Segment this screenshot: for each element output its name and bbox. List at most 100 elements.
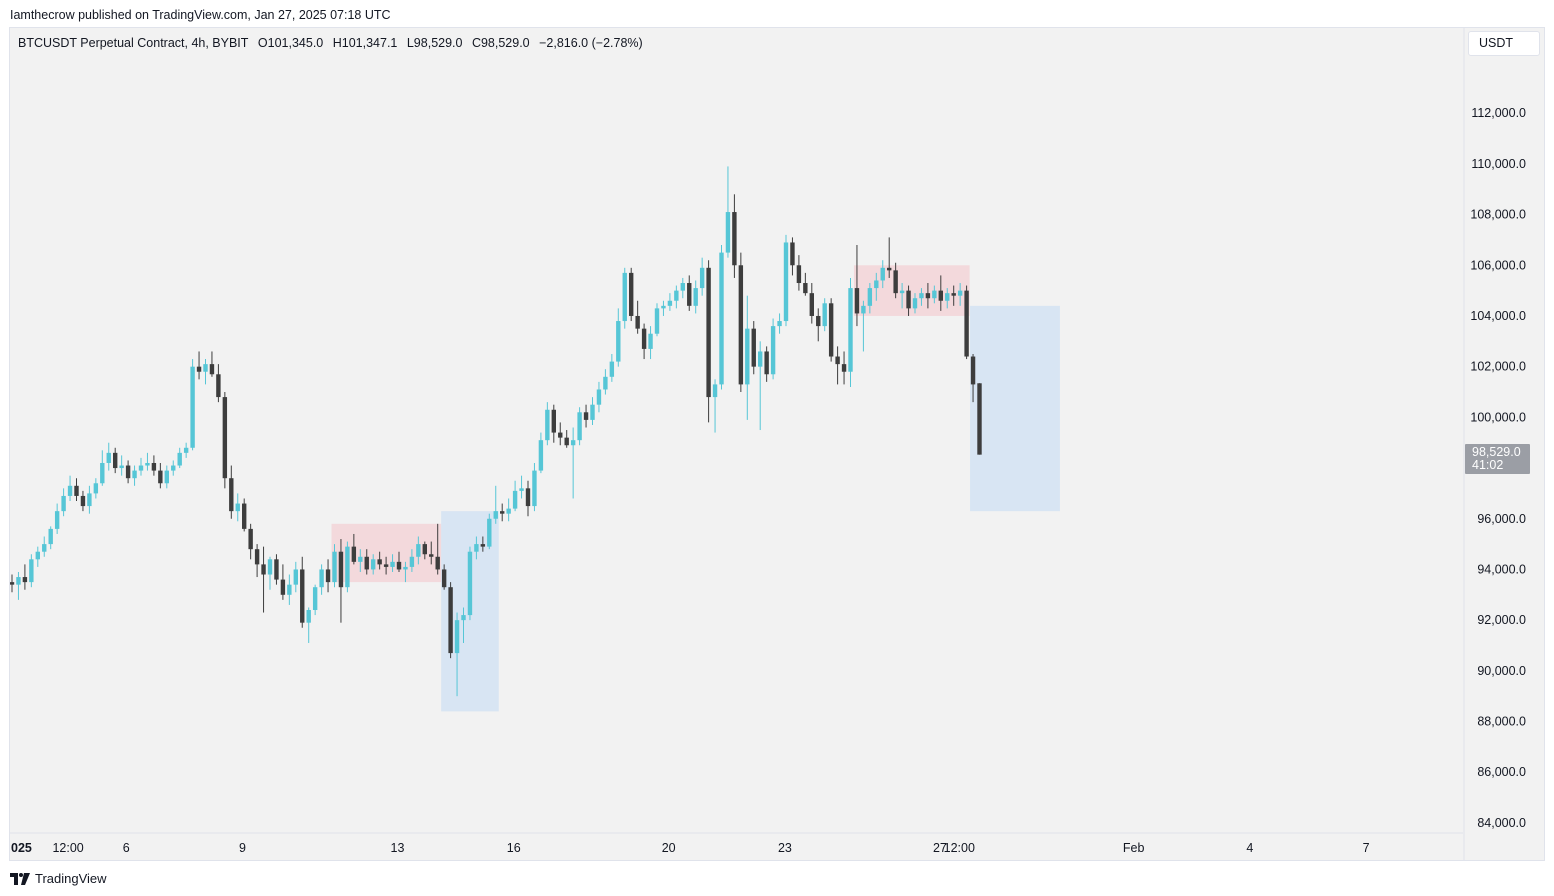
- time-tick-label: 7: [1363, 841, 1370, 855]
- candle: [841, 351, 847, 385]
- tradingview-logo[interactable]: TradingView: [10, 871, 107, 886]
- candle-body: [87, 493, 92, 507]
- candle: [158, 462, 163, 489]
- candle-body: [35, 551, 40, 560]
- candle-body: [203, 364, 208, 372]
- candle: [751, 321, 756, 375]
- candle: [764, 346, 769, 382]
- candle-body: [261, 564, 266, 575]
- candle-body: [629, 272, 634, 316]
- candle: [254, 544, 260, 578]
- ohlc-close: C98,529.0: [471, 36, 530, 50]
- candle-body: [119, 465, 124, 469]
- candle-body: [512, 490, 518, 509]
- symbol-name[interactable]: BTCUSDT Perpetual Contract, 4h, BYBIT: [18, 36, 249, 50]
- candles-layer: [10, 166, 982, 697]
- candle: [603, 369, 608, 395]
- time-tick-label: 12:00: [944, 841, 975, 855]
- candle-body: [764, 351, 769, 375]
- candle: [629, 267, 634, 322]
- candle-body: [964, 290, 969, 357]
- price-tick-label: 112,000.0: [1471, 106, 1526, 120]
- candle: [964, 285, 969, 360]
- ohlc-open: O101,345.0: [257, 36, 324, 50]
- time-tick-label: 12:00: [52, 841, 83, 855]
- candle: [506, 498, 511, 522]
- candle-body: [570, 440, 576, 446]
- candle: [132, 465, 137, 486]
- candle-body: [558, 432, 563, 438]
- candle: [667, 293, 673, 311]
- candle-body: [177, 452, 182, 466]
- candle: [848, 277, 853, 387]
- candle: [474, 536, 479, 560]
- candle-body: [190, 366, 195, 448]
- time-tick-label: 025: [11, 841, 32, 855]
- candle-body: [480, 544, 486, 547]
- candle: [609, 353, 615, 382]
- candle-body: [777, 321, 782, 327]
- candle: [874, 272, 879, 301]
- candle-body: [828, 303, 834, 357]
- price-tick-label: 100,000.0: [1470, 410, 1526, 424]
- candle-body: [377, 559, 382, 565]
- candle: [493, 485, 498, 524]
- candle-body: [396, 561, 402, 570]
- candle: [699, 257, 705, 296]
- candle-body: [371, 559, 376, 570]
- candle-body: [925, 293, 931, 299]
- candle-body: [300, 569, 305, 623]
- candle-body: [16, 577, 21, 585]
- candle-body: [699, 267, 705, 289]
- supply-zone-2[interactable]: [853, 265, 970, 316]
- candle-body: [293, 569, 298, 585]
- candle-body: [125, 465, 131, 479]
- candle: [487, 513, 492, 550]
- candle: [616, 308, 621, 367]
- candle: [229, 465, 234, 519]
- candle: [558, 422, 563, 446]
- candle: [364, 549, 369, 575]
- candle-body: [874, 280, 879, 289]
- price-tick-label: 102,000.0: [1470, 360, 1526, 374]
- candle: [951, 285, 956, 306]
- candle-body: [10, 582, 15, 585]
- candle-body: [461, 615, 466, 621]
- candle: [377, 551, 382, 570]
- candle-body: [687, 283, 692, 306]
- candle-body: [596, 389, 602, 405]
- candle: [512, 480, 518, 512]
- candle: [42, 536, 47, 557]
- candle: [454, 612, 460, 697]
- candle-body: [48, 528, 53, 545]
- candle: [280, 564, 286, 600]
- candle: [216, 364, 221, 403]
- time-tick-label: 9: [239, 841, 246, 855]
- candle-body: [551, 409, 556, 433]
- demand-zone-3[interactable]: [970, 305, 1060, 512]
- candle: [312, 584, 318, 616]
- candle-body: [609, 361, 615, 377]
- price-axis: 84,000.0 86,000.0 88,000.0 90,000.0 92,000.0…: [1463, 28, 1526, 860]
- candle: [816, 308, 821, 342]
- candle: [777, 313, 782, 334]
- candle: [267, 556, 273, 590]
- currency-button[interactable]: USDT: [1468, 31, 1540, 56]
- supply-zone-0[interactable]: [331, 523, 448, 583]
- candle: [590, 397, 595, 425]
- candle: [641, 323, 647, 360]
- candle: [538, 432, 544, 474]
- candle-body: [171, 465, 176, 471]
- price-tick-label: 84,000.0: [1477, 816, 1526, 830]
- candle-body: [577, 412, 582, 441]
- candle-body: [106, 452, 111, 463]
- candle: [596, 381, 602, 413]
- candle: [745, 295, 750, 420]
- price-tick-label: 104,000.0: [1470, 309, 1526, 323]
- candle-body: [796, 265, 802, 284]
- candle-body: [435, 556, 440, 570]
- candle-body: [409, 556, 415, 567]
- candle-body: [132, 470, 137, 479]
- candle-body: [100, 462, 105, 484]
